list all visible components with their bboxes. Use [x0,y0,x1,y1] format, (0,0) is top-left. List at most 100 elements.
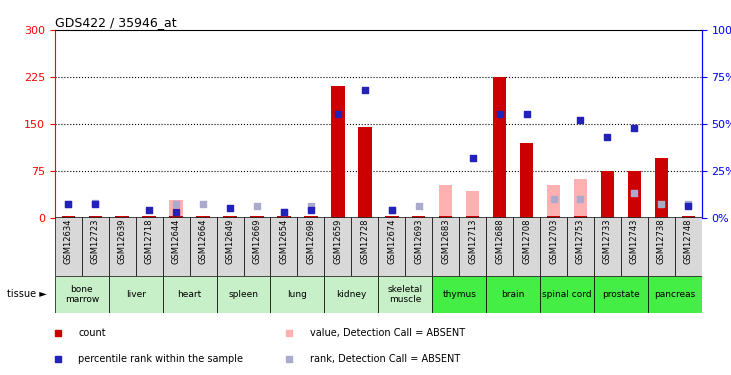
Bar [378,276,432,313]
Text: GSM12708: GSM12708 [522,219,531,264]
Point [467,154,479,160]
Bar [352,217,379,276]
Bar [540,276,594,313]
Point [278,209,289,215]
Point [143,207,155,213]
Bar [216,276,270,313]
Point [170,201,182,207]
Text: GSM12698: GSM12698 [306,219,315,264]
Text: GSM12703: GSM12703 [549,219,558,264]
Point [493,111,505,117]
Point [224,205,236,211]
Bar [162,276,216,313]
Bar [82,217,109,276]
Bar [601,175,614,217]
Text: GSM12753: GSM12753 [576,219,585,264]
Point [305,203,317,209]
Text: liver: liver [126,290,145,299]
Bar [197,216,210,217]
Point [413,203,425,209]
Text: GSM12748: GSM12748 [683,219,693,264]
Bar [681,216,695,217]
Bar [601,171,614,217]
Point [62,201,74,207]
Bar [466,216,480,217]
Bar [486,217,513,276]
Text: pancreas: pancreas [654,290,695,299]
Text: GSM12738: GSM12738 [657,219,666,264]
Bar [277,216,291,217]
Point [548,196,559,202]
Text: GSM12669: GSM12669 [252,219,262,264]
Bar [109,276,162,313]
Bar [325,276,378,313]
Text: spinal cord: spinal cord [542,290,592,299]
Bar [466,191,480,217]
Point [683,203,694,209]
Bar [486,276,540,313]
Bar [143,216,156,217]
Point [683,201,694,207]
Text: GSM12728: GSM12728 [360,219,369,264]
Bar [243,217,270,276]
Point [197,201,209,207]
Point [170,209,182,215]
Bar [540,217,567,276]
Bar [594,276,648,313]
Text: brain: brain [501,290,525,299]
Text: GSM12733: GSM12733 [603,219,612,264]
Bar [270,276,325,313]
Bar [223,216,237,217]
Text: lung: lung [287,290,307,299]
Point [629,124,640,130]
Bar [170,216,183,217]
Bar [385,216,398,217]
Point [386,207,398,213]
Text: GSM12674: GSM12674 [387,219,396,264]
Bar [594,217,621,276]
Text: GSM12639: GSM12639 [118,219,126,264]
Bar [55,217,82,276]
Bar [55,276,109,313]
Text: GSM12649: GSM12649 [226,219,235,264]
Bar [628,171,641,217]
Bar [547,216,560,217]
Bar [654,158,668,218]
Bar [432,276,486,313]
Bar [459,217,486,276]
Bar [270,217,298,276]
Point [89,201,101,207]
Bar [325,217,352,276]
Text: GSM12743: GSM12743 [630,219,639,264]
Bar [432,217,459,276]
Bar [574,216,587,217]
Bar [520,142,534,218]
Bar [621,217,648,276]
Text: rank, Detection Call = ABSENT: rank, Detection Call = ABSENT [309,354,460,364]
Text: GSM12654: GSM12654 [279,219,289,264]
Text: count: count [78,328,106,338]
Bar [109,217,136,276]
Bar [648,276,702,313]
Bar [439,216,452,217]
Bar [88,216,102,217]
Point [386,207,398,213]
Bar [648,217,675,276]
Point [575,117,586,123]
Point [332,111,344,117]
Point [278,209,289,215]
Text: GSM12718: GSM12718 [145,219,154,264]
Bar [675,217,702,276]
Bar [547,185,560,218]
Text: GSM12683: GSM12683 [442,219,450,264]
Bar [574,179,587,218]
Text: GSM12713: GSM12713 [468,219,477,264]
Bar [439,185,452,218]
Point [629,190,640,196]
Point [656,201,667,207]
Bar [358,127,371,218]
Bar [250,216,264,217]
Text: GSM12659: GSM12659 [333,219,342,264]
Text: bone
marrow: bone marrow [64,285,99,304]
Text: GSM12634: GSM12634 [64,219,73,264]
